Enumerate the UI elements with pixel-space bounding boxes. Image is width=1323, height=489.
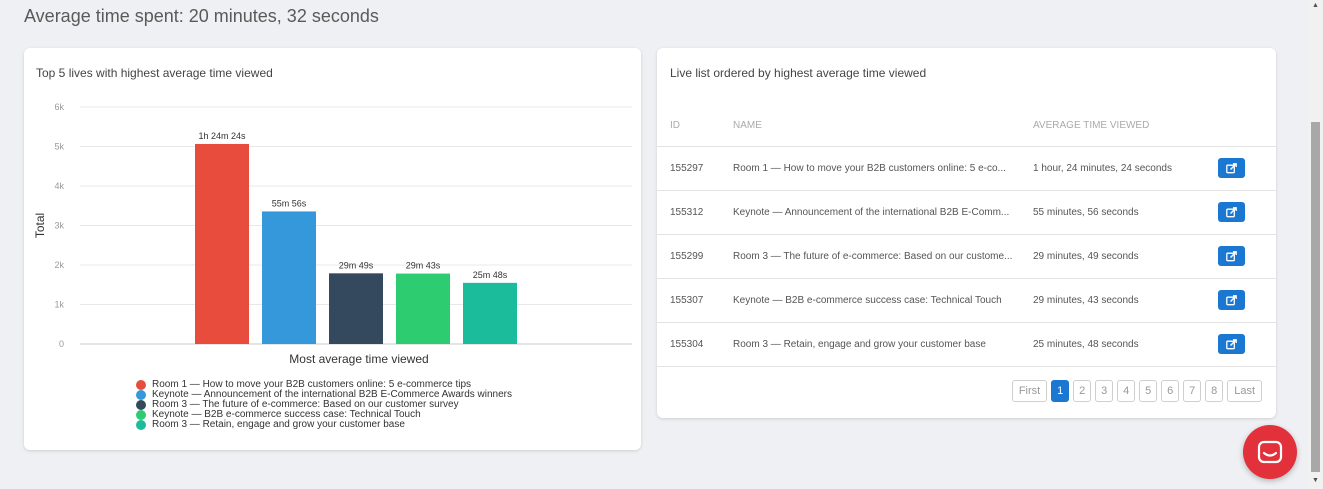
cell-actions	[1218, 278, 1276, 323]
y-tick-label: 2k	[54, 260, 64, 270]
bar-data-label: 29m 43s	[406, 261, 441, 271]
page-scrollbar[interactable]: ▲ ▼	[1308, 0, 1323, 489]
table-card-title: Live list ordered by highest average tim…	[670, 66, 927, 80]
cell-name: Keynote — Announcement of the internatio…	[733, 190, 1033, 235]
bar	[329, 273, 383, 344]
table-card: Live list ordered by highest average tim…	[657, 48, 1276, 418]
pagination-page-button[interactable]: 7	[1183, 380, 1202, 402]
external-edit-icon	[1226, 338, 1237, 349]
column-header-name: NAME	[733, 106, 1033, 147]
cell-id: 155307	[657, 278, 733, 323]
external-edit-icon	[1226, 250, 1237, 261]
legend-label: Keynote — Announcement of the internatio…	[152, 389, 513, 401]
pagination: First 1 2 3 4 5 6 7 8 Last	[1011, 380, 1262, 402]
cell-average-time: 29 minutes, 49 seconds	[1033, 234, 1218, 279]
table-row: 155299 Room 3 — The future of e-commerce:…	[657, 234, 1276, 279]
legend-label: Keynote — B2B e-commerce success case: T…	[152, 409, 421, 421]
external-edit-icon	[1226, 294, 1237, 305]
pagination-page-button[interactable]: 2	[1073, 380, 1092, 402]
bar	[463, 282, 517, 344]
legend-marker	[136, 420, 146, 430]
chat-launcher-button[interactable]	[1243, 425, 1297, 479]
cell-actions	[1218, 190, 1276, 235]
y-tick-label: 0	[59, 339, 64, 349]
bar-data-label: 1h 24m 24s	[198, 131, 246, 141]
y-tick-label: 6k	[54, 102, 64, 112]
pagination-page-button[interactable]: 4	[1117, 380, 1136, 402]
chat-icon	[1257, 440, 1283, 464]
lives-table: ID NAME AVERAGE TIME VIEWED 155297 Room 1…	[657, 106, 1276, 367]
cell-name: Keynote — B2B e-commerce success case: T…	[733, 278, 1033, 323]
chart-card: Top 5 lives with highest average time vi…	[24, 48, 641, 450]
bar	[195, 143, 249, 344]
pagination-page-button[interactable]: 3	[1095, 380, 1114, 402]
scrollbar-thumb[interactable]	[1311, 122, 1320, 472]
pagination-page-button[interactable]: 1	[1051, 380, 1070, 402]
cell-id: 155312	[657, 190, 733, 235]
column-header-average-time: AVERAGE TIME VIEWED	[1033, 106, 1218, 147]
scroll-down-arrow-icon[interactable]: ▼	[1312, 477, 1319, 484]
legend-label: Room 3 — The future of e-commerce: Based…	[152, 399, 459, 411]
chart-legend: Room 1 — How to move your B2B customers …	[136, 380, 512, 430]
table-row: 155297 Room 1 — How to move your B2B cust…	[657, 146, 1276, 191]
y-tick-label: 3k	[54, 221, 64, 231]
bar-data-label: 25m 48s	[473, 270, 508, 280]
open-live-button[interactable]	[1218, 202, 1245, 222]
open-live-button[interactable]	[1218, 290, 1245, 310]
table-row: 155304 Room 3 — Retain, engage and grow y…	[657, 322, 1276, 367]
pagination-last-button[interactable]: Last	[1227, 380, 1262, 402]
bar-data-label: 55m 56s	[272, 198, 307, 208]
bar	[262, 211, 316, 344]
legend-marker	[136, 380, 146, 390]
chart-card-title: Top 5 lives with highest average time vi…	[36, 66, 273, 80]
cell-name: Room 1 — How to move your B2B customers …	[733, 146, 1033, 191]
cell-actions	[1218, 146, 1276, 191]
legend-marker	[136, 410, 146, 420]
cell-actions	[1218, 234, 1276, 279]
legend-item[interactable]: Keynote — Announcement of the internatio…	[136, 390, 512, 400]
bar-chart: 0 1k 2k 3k 4k 5k 6k Total Most average time view…	[33, 102, 632, 366]
table-row: 155312 Keynote — Announcement of the inte…	[657, 190, 1276, 235]
legend-item[interactable]: Room 1 — How to move your B2B customers …	[136, 380, 512, 390]
column-header-actions	[1218, 106, 1276, 147]
legend-marker	[136, 400, 146, 410]
y-axis-label: Total	[33, 213, 47, 238]
y-tick-label: 5k	[54, 142, 64, 152]
legend-item[interactable]: Room 3 — The future of e-commerce: Based…	[136, 400, 512, 410]
open-live-button[interactable]	[1218, 334, 1245, 354]
table-row: 155307 Keynote — B2B e-commerce success c…	[657, 278, 1276, 323]
legend-marker	[136, 390, 146, 400]
pagination-page-button[interactable]: 5	[1139, 380, 1158, 402]
scroll-up-arrow-icon[interactable]: ▲	[1312, 2, 1319, 9]
cell-id: 155304	[657, 322, 733, 367]
legend-item[interactable]: Room 3 — Retain, engage and grow your cu…	[136, 420, 512, 430]
legend-label: Room 1 — How to move your B2B customers …	[152, 379, 472, 391]
cell-name: Room 3 — Retain, engage and grow your cu…	[733, 322, 1033, 367]
cell-average-time: 1 hour, 24 minutes, 24 seconds	[1033, 146, 1218, 191]
cell-average-time: 25 minutes, 48 seconds	[1033, 322, 1218, 367]
y-tick-label: 4k	[54, 181, 64, 191]
x-axis-label: Most average time viewed	[289, 352, 428, 366]
y-tick-label: 1k	[54, 300, 64, 310]
open-live-button[interactable]	[1218, 246, 1245, 266]
open-live-button[interactable]	[1218, 158, 1245, 178]
pagination-page-button[interactable]: 8	[1205, 380, 1224, 402]
pagination-first-button[interactable]: First	[1011, 380, 1048, 402]
cell-average-time: 29 minutes, 43 seconds	[1033, 278, 1218, 323]
table-header-row: ID NAME AVERAGE TIME VIEWED	[657, 106, 1276, 147]
cell-id: 155299	[657, 234, 733, 279]
cell-id: 155297	[657, 146, 733, 191]
cell-name: Room 3 — The future of e-commerce: Based…	[733, 234, 1033, 279]
page-title: Average time spent: 20 minutes, 32 secon…	[24, 6, 379, 26]
legend-label: Room 3 — Retain, engage and grow your cu…	[152, 419, 405, 431]
column-header-id: ID	[657, 106, 733, 147]
cell-actions	[1218, 322, 1276, 367]
legend-item[interactable]: Keynote — B2B e-commerce success case: T…	[136, 410, 512, 420]
bar	[396, 273, 450, 344]
pagination-page-button[interactable]: 6	[1161, 380, 1180, 402]
external-edit-icon	[1226, 162, 1237, 173]
cell-average-time: 55 minutes, 56 seconds	[1033, 190, 1218, 235]
external-edit-icon	[1226, 206, 1237, 217]
bar-data-label: 29m 49s	[339, 260, 374, 270]
